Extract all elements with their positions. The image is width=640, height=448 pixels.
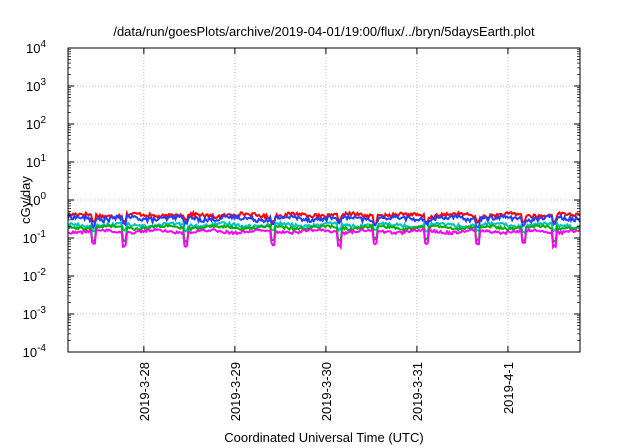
x-axis: 2019-3-28 2019-3-29 2019-3-30 2019-3-31 2019… xyxy=(137,48,516,421)
y-tick-base: 10 xyxy=(26,41,40,56)
x-tick-label: 2019-3-29 xyxy=(228,362,243,421)
series-line xyxy=(67,222,581,246)
y-tick-base: 10 xyxy=(26,117,40,132)
y-tick-label: 10-3 xyxy=(23,305,47,322)
grid xyxy=(68,48,580,352)
y-tick-exponent: 2 xyxy=(40,115,46,126)
y-tick-base: 10 xyxy=(26,193,40,208)
y-tick-exponent: 3 xyxy=(40,77,46,88)
y-tick-label: 102 xyxy=(26,115,46,132)
x-tick-label: 2019-3-31 xyxy=(410,362,425,421)
y-tick-label: 10-4 xyxy=(23,343,47,360)
y-tick-label: 100 xyxy=(26,191,46,208)
x-axis-label: Coordinated Universal Time (UTC) xyxy=(224,430,423,445)
y-tick-base: 10 xyxy=(26,155,40,170)
series-group xyxy=(67,209,581,251)
y-axis-label: cGy/day xyxy=(18,176,33,224)
series-line xyxy=(67,209,581,228)
chart-title: /data/run/goesPlots/archive/2019-04-01/1… xyxy=(113,24,535,39)
y-tick-base: 10 xyxy=(23,231,37,246)
y-tick-label: 10-2 xyxy=(23,267,47,284)
y-tick-exponent: -4 xyxy=(37,343,46,354)
y-tick-exponent: -1 xyxy=(37,229,46,240)
y-tick-base: 10 xyxy=(23,307,37,322)
y-tick-label: 10-1 xyxy=(23,229,47,246)
y-tick-base: 10 xyxy=(23,345,37,360)
x-tick-label: 2019-3-28 xyxy=(137,362,152,421)
y-tick-label: 104 xyxy=(26,39,46,56)
series-line xyxy=(68,226,581,251)
y-tick-exponent: -3 xyxy=(37,305,46,316)
x-tick-label: 2019-3-30 xyxy=(319,362,334,421)
y-tick-label: 101 xyxy=(26,153,46,170)
y-tick-base: 10 xyxy=(23,269,37,284)
y-tick-exponent: 0 xyxy=(40,191,46,202)
y-tick-exponent: 1 xyxy=(40,153,46,164)
series-line xyxy=(67,212,581,230)
y-tick-label: 103 xyxy=(26,77,46,94)
y-tick-base: 10 xyxy=(26,79,40,94)
x-tick-label: 2019-4-1 xyxy=(501,362,516,414)
y-tick-exponent: -2 xyxy=(37,267,46,278)
y-tick-exponent: 4 xyxy=(40,39,46,50)
